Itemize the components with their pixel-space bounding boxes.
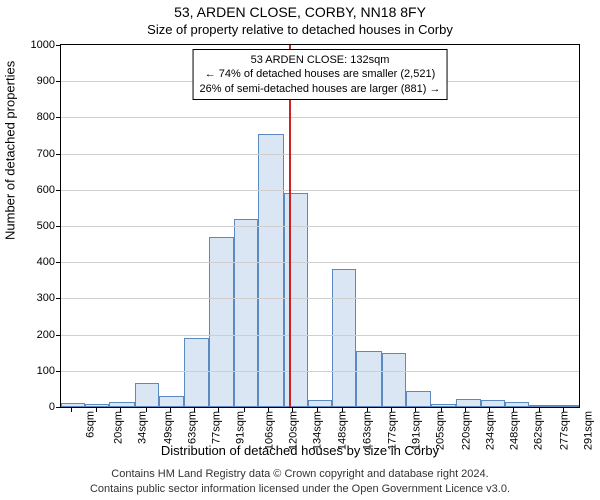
bar xyxy=(308,400,332,407)
bar xyxy=(505,402,529,407)
footer: Contains HM Land Registry data © Crown c… xyxy=(0,467,600,496)
ytick-mark xyxy=(56,154,61,155)
x-axis-label: Distribution of detached houses by size … xyxy=(0,443,600,458)
bar xyxy=(184,338,210,407)
xtick-mark xyxy=(244,407,245,412)
gridline xyxy=(61,371,579,372)
bar xyxy=(85,404,109,407)
xtick-mark xyxy=(441,407,442,412)
xtick-label: 77sqm xyxy=(210,411,222,444)
ytick-label: 700 xyxy=(37,148,55,160)
gridline xyxy=(61,226,579,227)
bar xyxy=(61,403,85,407)
bar xyxy=(406,391,430,407)
xtick-mark xyxy=(71,407,72,412)
bar xyxy=(456,399,480,407)
bar xyxy=(159,396,183,407)
ytick-mark xyxy=(56,298,61,299)
ytick-label: 0 xyxy=(49,401,55,413)
ytick-mark xyxy=(56,117,61,118)
xtick-mark xyxy=(194,407,195,412)
ytick-mark xyxy=(56,45,61,46)
xtick-mark xyxy=(342,407,343,412)
ytick-mark xyxy=(56,371,61,372)
xtick-mark xyxy=(218,407,219,412)
bar xyxy=(234,219,258,407)
xtick-mark xyxy=(415,407,416,412)
bar xyxy=(481,400,505,407)
gridline xyxy=(61,298,579,299)
ytick-label: 400 xyxy=(37,256,55,268)
xtick-label: 6sqm xyxy=(85,411,97,438)
xtick-mark xyxy=(465,407,466,412)
xtick-mark xyxy=(563,407,564,412)
xtick-mark xyxy=(539,407,540,412)
xtick-label: 20sqm xyxy=(112,411,124,444)
bar xyxy=(109,402,135,407)
ytick-mark xyxy=(56,190,61,191)
annotation-line: ← 74% of detached houses are smaller (2,… xyxy=(200,67,441,81)
xtick-label: 63sqm xyxy=(186,411,198,444)
ytick-label: 200 xyxy=(37,329,55,341)
xtick-mark xyxy=(292,407,293,412)
xtick-mark xyxy=(146,407,147,412)
ytick-label: 500 xyxy=(37,220,55,232)
ytick-mark xyxy=(56,262,61,263)
ytick-label: 1000 xyxy=(31,39,55,51)
ytick-label: 800 xyxy=(37,111,55,123)
ytick-mark xyxy=(56,81,61,82)
bar xyxy=(356,351,382,407)
xtick-mark xyxy=(268,407,269,412)
ytick-label: 900 xyxy=(37,75,55,87)
gridline xyxy=(61,262,579,263)
xtick-mark xyxy=(170,407,171,412)
bar xyxy=(529,405,555,407)
xtick-mark xyxy=(513,407,514,412)
ytick-mark xyxy=(56,226,61,227)
gridline xyxy=(61,154,579,155)
xtick-label: 91sqm xyxy=(235,411,247,444)
xtick-mark xyxy=(120,407,121,412)
ytick-label: 600 xyxy=(37,184,55,196)
xtick-mark xyxy=(317,407,318,412)
y-axis-label: Number of detached properties xyxy=(3,61,18,240)
bar xyxy=(431,404,457,407)
xtick-mark xyxy=(367,407,368,412)
footer-line-2: Contains public sector information licen… xyxy=(0,482,600,496)
bar xyxy=(332,269,356,407)
ytick-mark xyxy=(56,335,61,336)
bar xyxy=(258,134,284,407)
gridline xyxy=(61,190,579,191)
gridline xyxy=(61,117,579,118)
chart-container: 53, ARDEN CLOSE, CORBY, NN18 8FY Size of… xyxy=(0,0,600,500)
xtick-label: 34sqm xyxy=(136,411,148,444)
xtick-mark xyxy=(96,407,97,412)
bar xyxy=(555,405,579,407)
plot-area: 010020030040050060070080090010006sqm20sq… xyxy=(60,44,580,408)
ytick-label: 300 xyxy=(37,292,55,304)
bar xyxy=(382,353,406,407)
bar xyxy=(135,383,159,407)
footer-line-1: Contains HM Land Registry data © Crown c… xyxy=(0,467,600,481)
gridline xyxy=(61,335,579,336)
annotation-line: 26% of semi-detached houses are larger (… xyxy=(200,82,441,96)
chart-subtitle: Size of property relative to detached ho… xyxy=(0,22,600,37)
xtick-mark xyxy=(489,407,490,412)
xtick-mark xyxy=(391,407,392,412)
annotation-box: 53 ARDEN CLOSE: 132sqm← 74% of detached … xyxy=(193,49,448,100)
ytick-mark xyxy=(56,407,61,408)
chart-title: 53, ARDEN CLOSE, CORBY, NN18 8FY xyxy=(0,4,600,20)
ytick-label: 100 xyxy=(37,365,55,377)
xtick-label: 49sqm xyxy=(162,411,174,444)
annotation-line: 53 ARDEN CLOSE: 132sqm xyxy=(200,53,441,67)
